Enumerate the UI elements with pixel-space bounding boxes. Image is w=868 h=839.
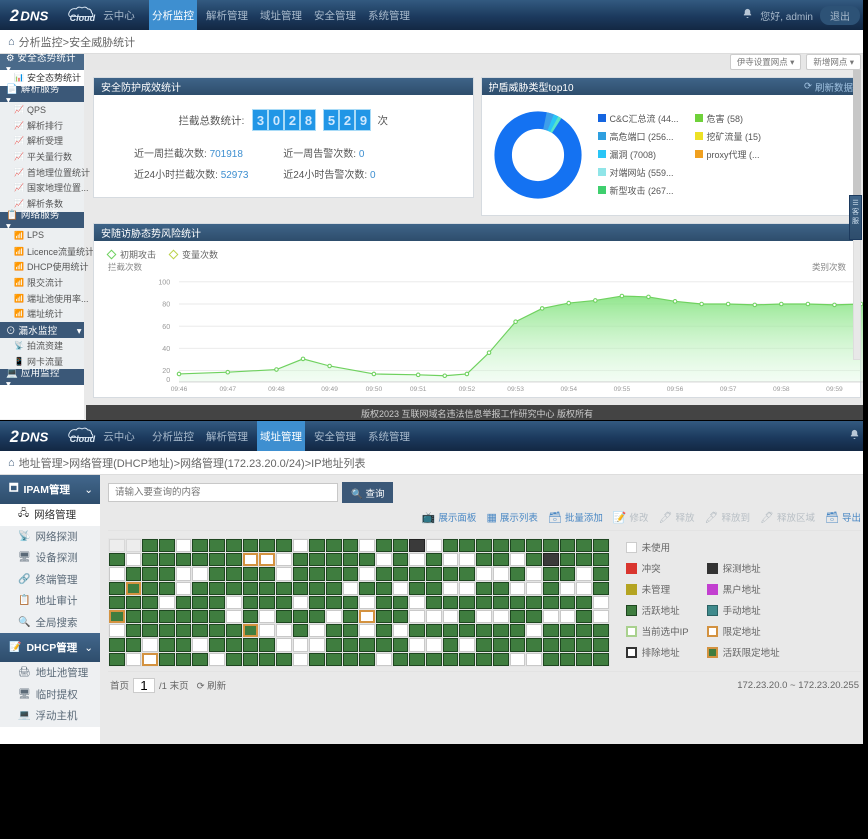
svg-text:100: 100 <box>158 279 170 287</box>
svg-text:09:51: 09:51 <box>410 386 427 393</box>
svg-text:09:50: 09:50 <box>366 386 383 393</box>
svg-text:DNS: DNS <box>20 429 48 444</box>
svg-text:09:54: 09:54 <box>560 386 577 393</box>
svg-text:09:56: 09:56 <box>667 386 684 393</box>
svg-text:09:52: 09:52 <box>459 386 476 393</box>
svg-text:09:57: 09:57 <box>720 386 737 393</box>
svg-text:09:59: 09:59 <box>826 386 843 393</box>
svg-text:DNS: DNS <box>20 8 48 23</box>
svg-text:09:47: 09:47 <box>219 386 236 393</box>
svg-text:09:58: 09:58 <box>773 386 790 393</box>
svg-text:09:53: 09:53 <box>507 386 524 393</box>
svg-text:2: 2 <box>9 7 19 25</box>
svg-text:09:46: 09:46 <box>171 386 188 393</box>
svg-text:80: 80 <box>162 301 170 309</box>
svg-text:0: 0 <box>166 376 170 384</box>
svg-text:40: 40 <box>162 345 170 353</box>
svg-text:2: 2 <box>9 428 19 446</box>
svg-text:Cloud: Cloud <box>70 13 96 23</box>
svg-text:09:48: 09:48 <box>268 386 285 393</box>
svg-text:20: 20 <box>162 367 170 375</box>
svg-text:09:49: 09:49 <box>321 386 338 393</box>
svg-text:60: 60 <box>162 323 170 331</box>
svg-text:09:55: 09:55 <box>614 386 631 393</box>
svg-text:Cloud: Cloud <box>70 434 96 444</box>
